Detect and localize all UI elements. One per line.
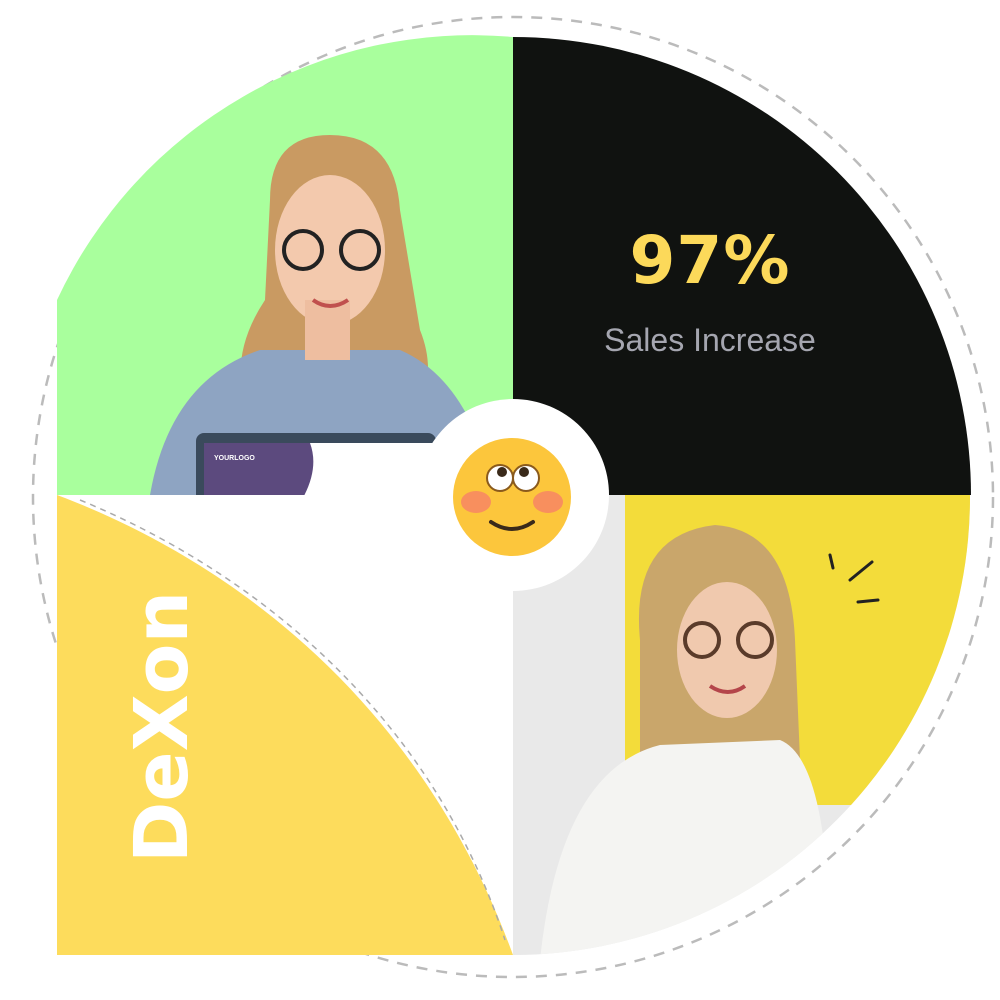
laptop-logo-text: YOURLOGO: [214, 455, 255, 462]
brand-name: DeXon: [119, 590, 205, 863]
photo-woman-smiling: [513, 495, 971, 955]
dashed-ring: [31, 15, 995, 979]
dashed-curve: [79, 499, 506, 941]
brand-panel: [57, 495, 513, 955]
stat-label: Sales Increase: [604, 322, 816, 358]
stat-value: 97%: [629, 222, 791, 299]
stat-panel: [513, 37, 971, 495]
flushed-smiling-face-emoji: [453, 438, 571, 556]
